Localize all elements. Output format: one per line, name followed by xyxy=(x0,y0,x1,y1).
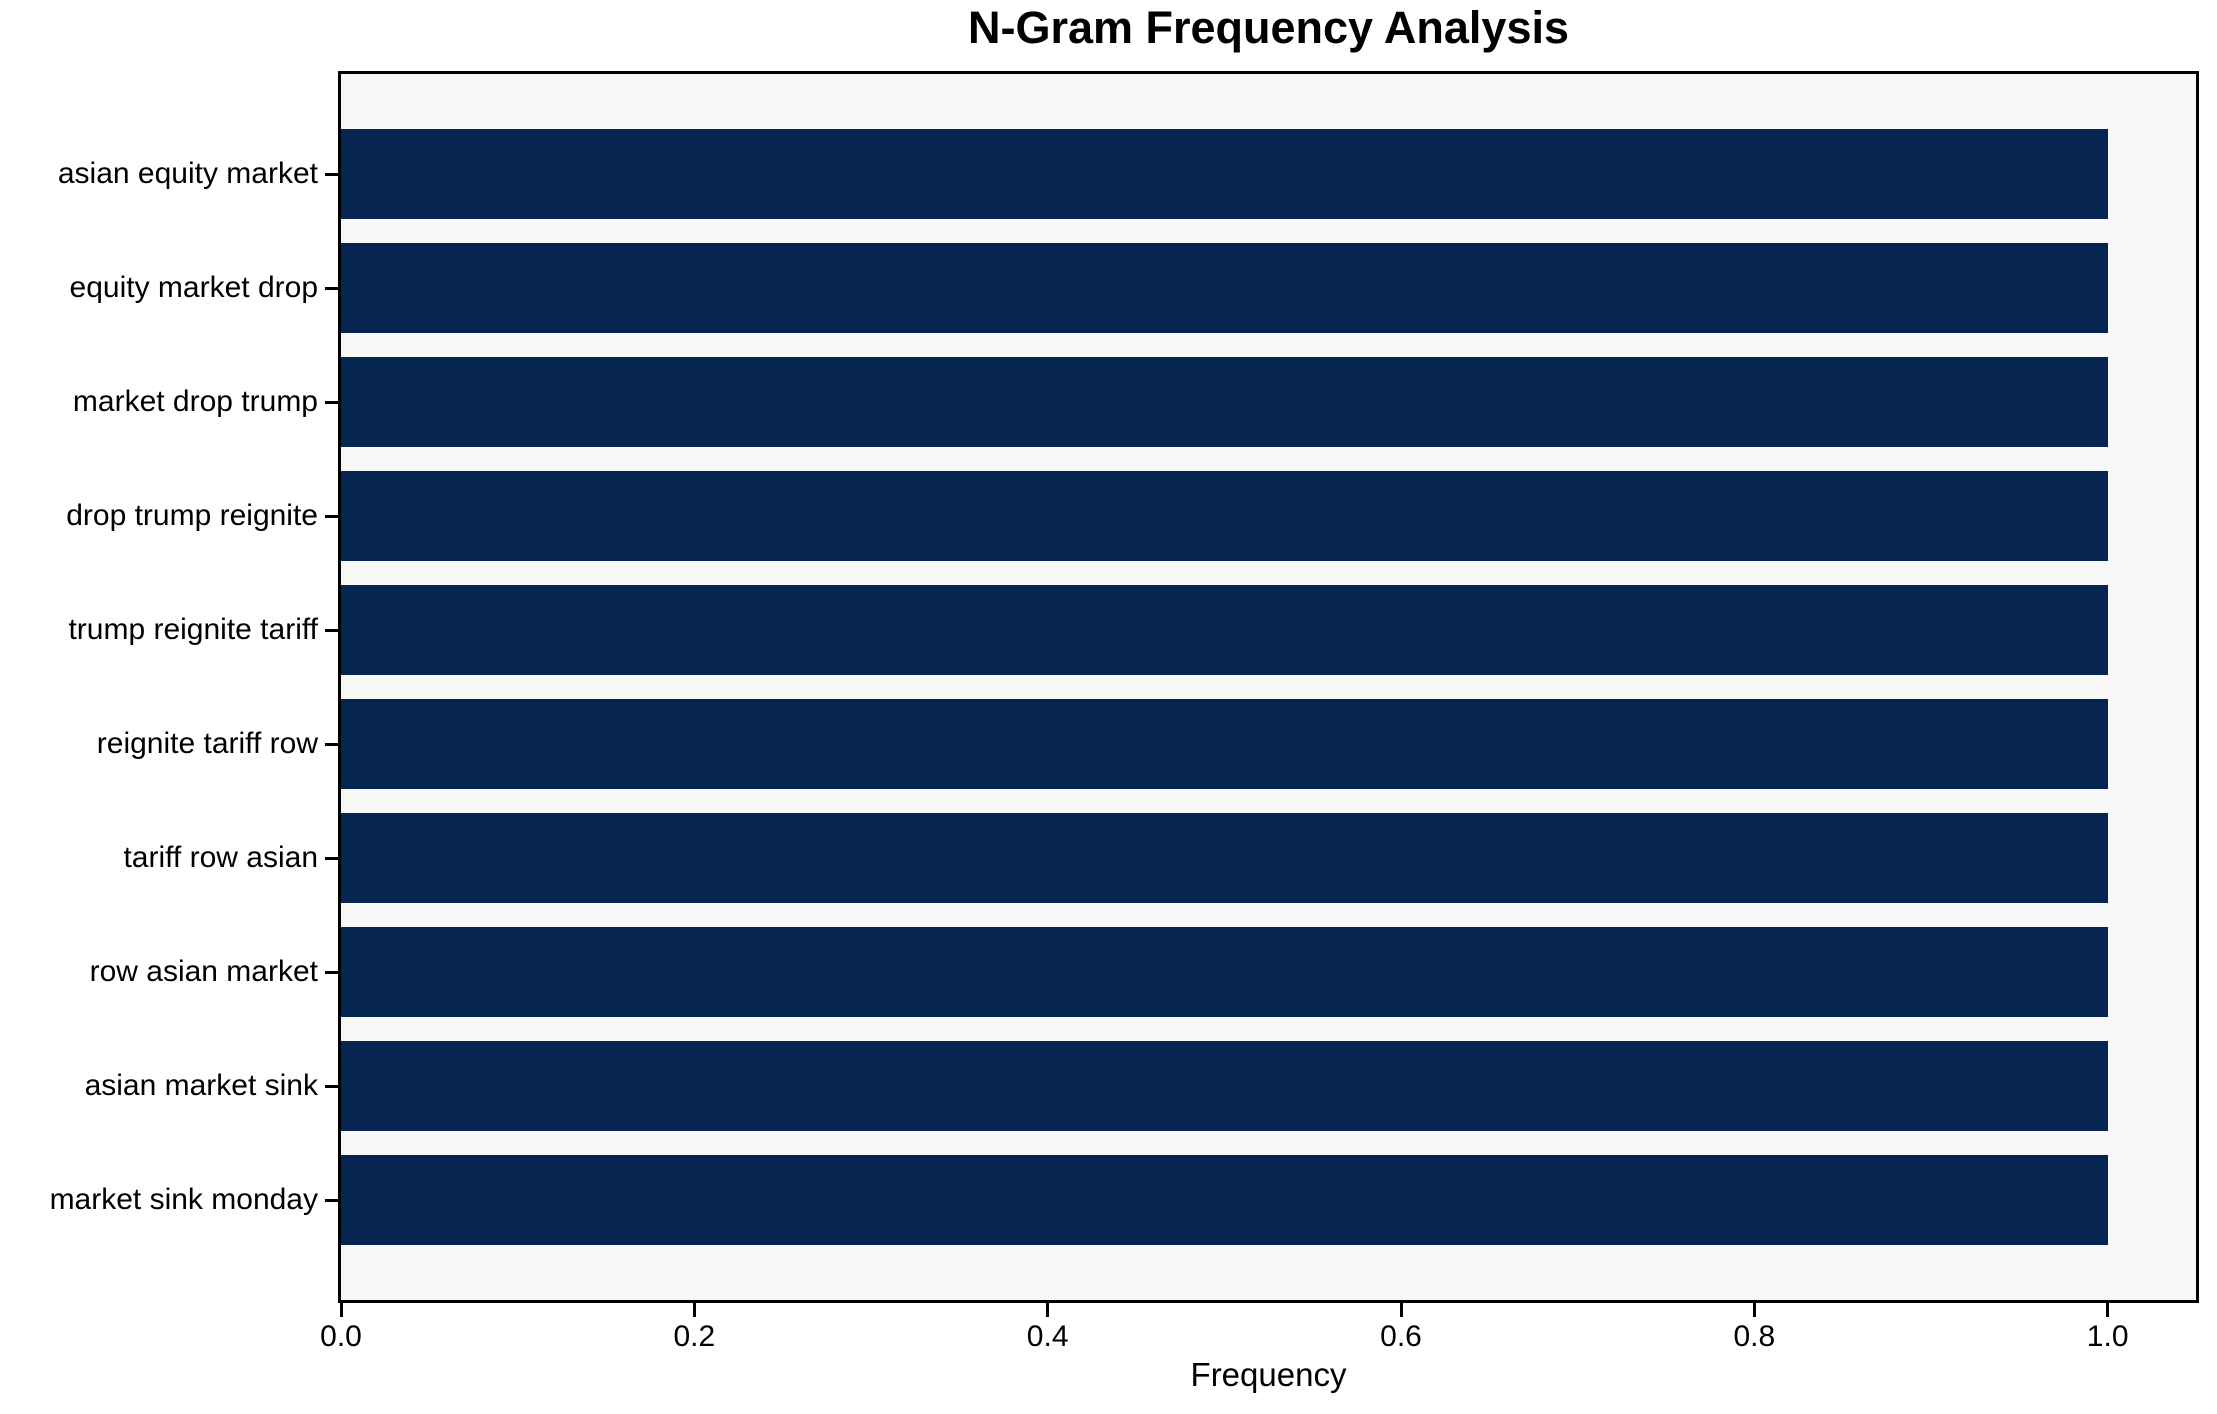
bar xyxy=(341,927,2108,1017)
bar xyxy=(341,813,2108,903)
y-tick-mark xyxy=(325,856,338,860)
y-tick-mark xyxy=(325,172,338,176)
x-tick-mark xyxy=(692,1303,696,1317)
x-tick-mark xyxy=(2106,1303,2110,1317)
y-tick-label: tariff row asian xyxy=(123,841,318,874)
y-tick-label: drop trump reignite xyxy=(66,499,318,532)
x-tick-label: 0.6 xyxy=(1380,1320,1422,1353)
bar xyxy=(341,585,2108,675)
x-tick-mark xyxy=(1046,1303,1050,1317)
x-tick-label: 0.4 xyxy=(1026,1320,1069,1353)
chart-title: N-Gram Frequency Analysis xyxy=(967,2,1570,53)
y-tick-mark xyxy=(325,514,338,518)
bar xyxy=(341,699,2108,789)
bar xyxy=(341,129,2108,219)
x-tick-label: 1.0 xyxy=(2086,1320,2129,1353)
y-tick-mark xyxy=(325,286,338,290)
y-tick-label: asian market sink xyxy=(84,1069,318,1102)
x-tick-mark xyxy=(339,1303,343,1317)
y-tick-label: market sink monday xyxy=(49,1183,318,1216)
bar xyxy=(341,357,2108,447)
bar xyxy=(341,471,2108,561)
y-tick-mark xyxy=(325,742,338,746)
plot-area xyxy=(338,71,2199,1303)
y-tick-mark xyxy=(325,400,338,404)
y-tick-mark xyxy=(325,1198,338,1202)
x-tick-mark xyxy=(1752,1303,1756,1317)
y-tick-mark xyxy=(325,1084,338,1088)
x-tick-label: 0.2 xyxy=(673,1320,716,1353)
y-tick-mark xyxy=(325,628,338,632)
x-axis-label: Frequency xyxy=(1190,1356,1347,1393)
y-tick-mark xyxy=(325,970,338,974)
y-tick-label: asian equity market xyxy=(57,157,318,190)
x-tick-mark xyxy=(1399,1303,1403,1317)
bar xyxy=(341,1155,2108,1245)
y-tick-label: trump reignite tariff xyxy=(68,613,318,646)
bar xyxy=(341,1041,2108,1131)
y-tick-label: equity market drop xyxy=(69,271,318,304)
y-tick-label: market drop trump xyxy=(72,385,318,418)
x-tick-label: 0.0 xyxy=(320,1320,362,1353)
y-tick-label: reignite tariff row xyxy=(96,727,318,760)
x-tick-label: 0.8 xyxy=(1733,1320,1776,1353)
y-tick-label: row asian market xyxy=(89,955,318,988)
bar xyxy=(341,243,2108,333)
